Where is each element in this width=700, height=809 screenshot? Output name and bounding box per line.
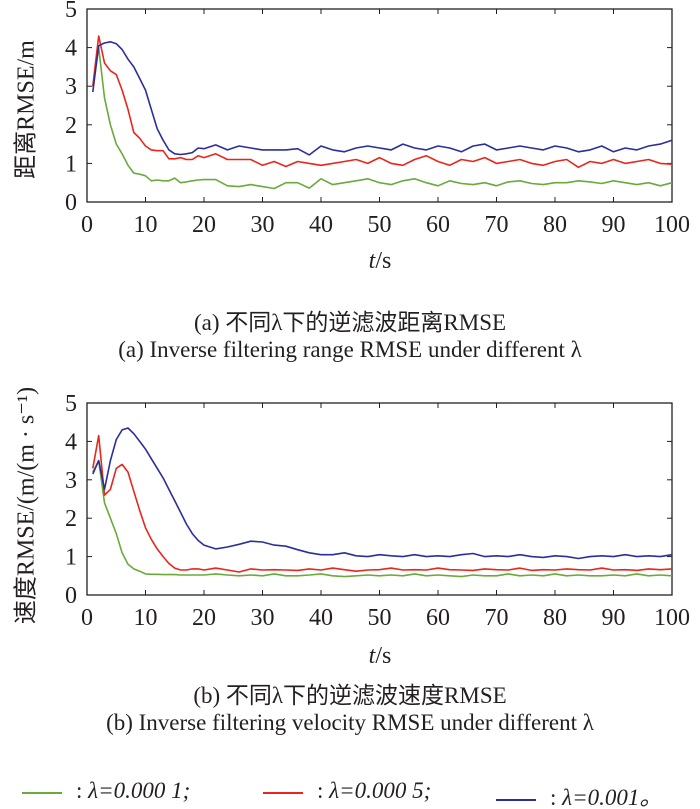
legend-label: λ=0.000 5; (329, 778, 432, 803)
chart-a-xtick-label: 90 (602, 212, 626, 238)
legend-sep: : (550, 785, 563, 809)
chart-b-plot-frame (86, 402, 673, 596)
chart-b-xtick-label: 10 (134, 605, 158, 631)
chart-a-xtick-label: 70 (485, 212, 509, 238)
chart-b-ytick-label: 1 (65, 545, 77, 571)
chart-a-xtick-label: 0 (81, 212, 93, 238)
chart-a-series-line-1 (92, 35, 673, 169)
xlabel-unit: /s (375, 248, 392, 274)
legend-swatch-green (22, 791, 62, 794)
chart-b-ylabel: 速度RMSE/(m/(m · s⁻¹) (13, 386, 40, 625)
chart-a-ytick-label: 5 (65, 0, 77, 23)
chart-a-xtick-label: 40 (309, 212, 333, 238)
chart-b-ytick-label: 5 (65, 391, 77, 417)
legend-label: λ=0.000 1; (88, 778, 191, 803)
chart-a-xlabel: t/s (0, 248, 700, 275)
chart-b-xtick-label: 60 (426, 605, 450, 631)
legend-label: λ=0.001。 (562, 785, 663, 809)
chart-a-ylabel: 距离RMSE/m (13, 40, 40, 179)
chart-a-xtick-label: 80 (543, 212, 567, 238)
chart-b-xtick-label: 90 (602, 605, 626, 631)
legend-swatch-red (263, 791, 303, 794)
chart-b-xlabel: t/s (0, 643, 700, 670)
chart-b-title: (b) 不同λ下的逆滤波速度RMSE (193, 683, 507, 708)
chart-b-xtick-label: 80 (543, 605, 567, 631)
xlabel-var: t (368, 248, 376, 274)
legend-item: : λ=0.000 5; (263, 778, 431, 804)
chart-b-series-line-0 (92, 459, 673, 578)
chart-a-title: (a) 不同λ下的逆滤波距离RMSE (193, 310, 507, 335)
chart-a-title-en: (a) Inverse filtering range RMSE under d… (118, 337, 582, 362)
legend-item: : λ=0.000 1; (22, 778, 190, 804)
chart-b-xtick-label: 20 (192, 605, 216, 631)
chart-b-xtick-label: 30 (251, 605, 275, 631)
chart-a-xtick-label: 100 (654, 212, 690, 238)
chart-b-ytick-label: 4 (65, 429, 77, 455)
chart-b-xtick-label: 100 (654, 605, 690, 631)
chart-a-xtick-label: 60 (426, 212, 450, 238)
legend-sep: : (317, 778, 330, 803)
xlabel-var: t (368, 643, 376, 669)
chart-a-ytick-label: 3 (65, 74, 77, 100)
legend-swatch-blue (496, 798, 536, 801)
legend-item: : λ=0.001。 (496, 778, 662, 809)
chart-a-series-line-2 (92, 40, 673, 156)
chart-a-ytick-label: 2 (65, 113, 77, 139)
chart-b-xtick-label: 50 (368, 605, 392, 631)
chart-b-ytick-label: 3 (65, 468, 77, 494)
chart-b-xtick-label: 0 (81, 605, 93, 631)
chart-a-plot-frame (86, 8, 673, 203)
xlabel-unit: /s (375, 643, 392, 669)
chart-a-xtick-label: 10 (134, 212, 158, 238)
chart-b-series-line-2 (92, 427, 673, 560)
chart-b-xtick-label: 40 (309, 605, 333, 631)
chart-a-ytick-label: 0 (65, 190, 77, 216)
chart-a-xtick-label: 20 (192, 212, 216, 238)
chart-a-ytick-label: 4 (65, 36, 77, 62)
chart-b-ytick-label: 0 (65, 583, 77, 609)
chart-b-xtick-label: 70 (485, 605, 509, 631)
chart-a-ytick-label: 1 (65, 151, 77, 177)
chart-a-xtick-label: 30 (251, 212, 275, 238)
chart-a-xtick-label: 50 (368, 212, 392, 238)
chart-b-series-line-1 (92, 434, 673, 573)
chart-b-title-en: (b) Inverse filtering velocity RMSE unde… (106, 710, 594, 735)
legend-sep: : (76, 778, 89, 803)
chart-b-ytick-label: 2 (65, 506, 77, 532)
chart-a-series-line-0 (92, 46, 673, 190)
